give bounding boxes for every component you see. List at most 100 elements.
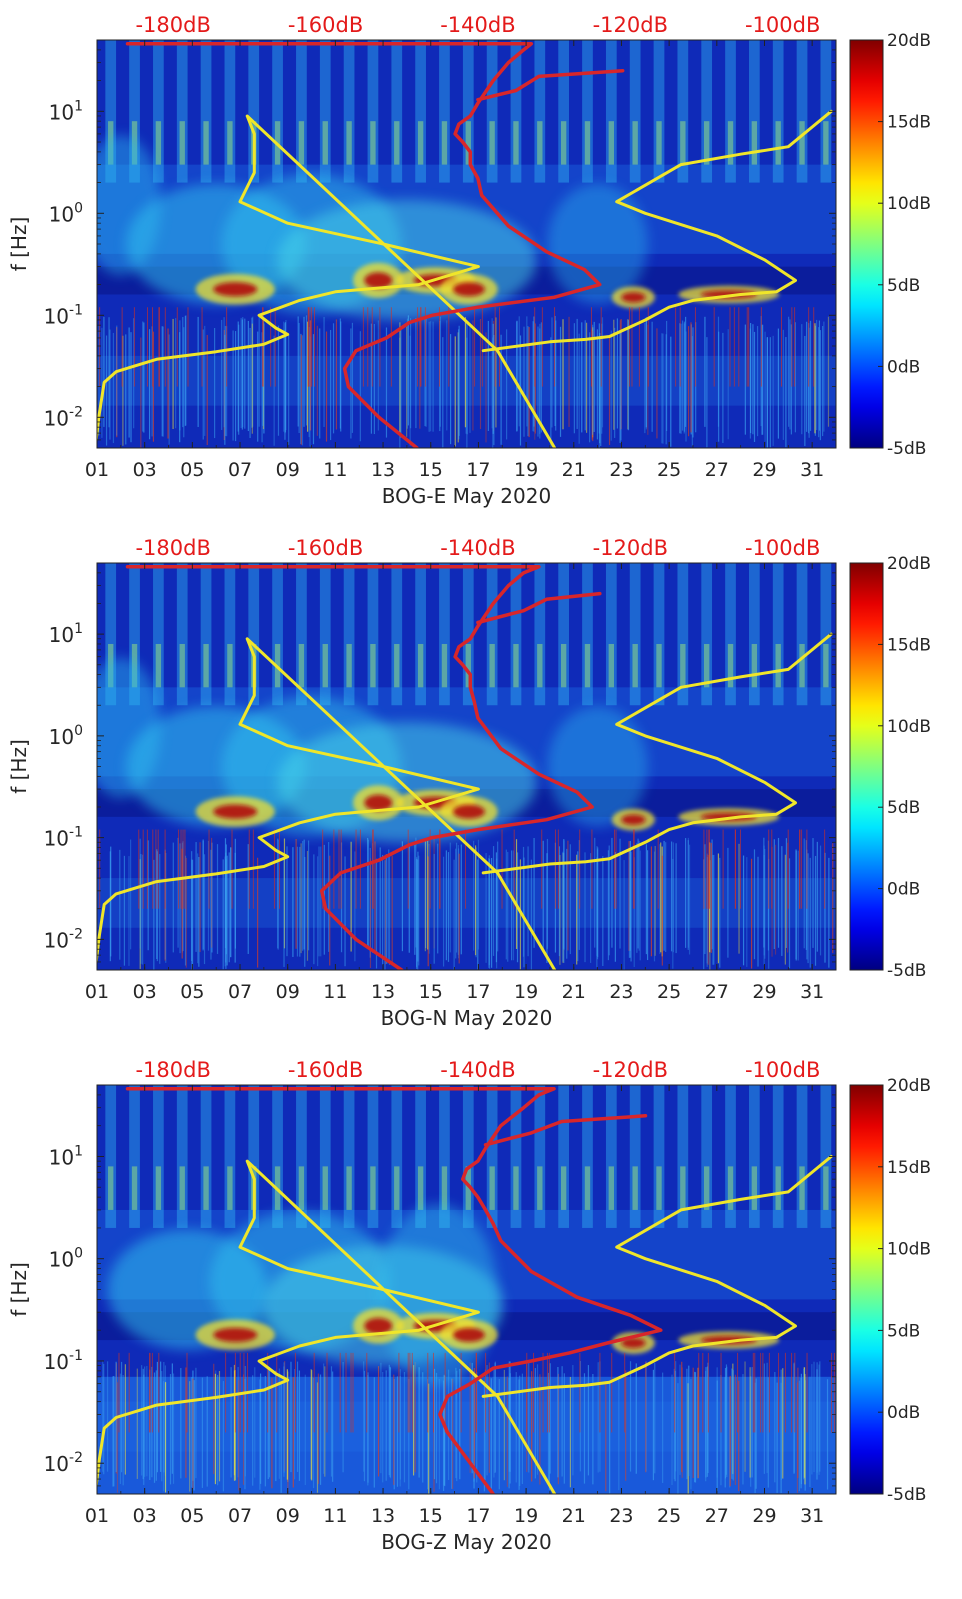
y-axis-label: f [Hz] (7, 1262, 31, 1317)
x-tick-label: 29 (752, 981, 776, 1003)
y-tick-label: 10-1 (44, 1348, 83, 1374)
x-tick-label: 21 (562, 1505, 586, 1527)
top-db-tick-label: -140dB (440, 1058, 515, 1082)
colorbar-label: 5dB (887, 1321, 920, 1341)
x-tick-label: 11 (323, 459, 347, 481)
y-tick-label: 10-1 (44, 302, 83, 328)
x-tick-label: 13 (371, 1505, 395, 1527)
x-tick-label: 23 (609, 981, 633, 1003)
colorbar (849, 39, 884, 449)
x-tick-label: 31 (800, 981, 824, 1003)
x-tick-label: 09 (276, 1505, 300, 1527)
series-line-1 (97, 114, 557, 448)
y-tick-label: 10-2 (44, 404, 83, 430)
spectrogram (97, 40, 836, 448)
series-line-2 (481, 1155, 833, 1398)
top-db-tick-label: -100dB (745, 536, 820, 560)
x-axis-label: BOG-E May 2020 (382, 484, 551, 508)
x-tick-label: 23 (609, 1505, 633, 1527)
x-tick-label: 15 (419, 1505, 443, 1527)
x-tick-label: 07 (228, 1505, 252, 1527)
x-tick-label: 09 (276, 459, 300, 481)
colorbar (849, 562, 884, 971)
series-line-1 (97, 1159, 557, 1494)
x-tick-label: 17 (466, 1505, 490, 1527)
x-tick-label: 29 (752, 1505, 776, 1527)
x-tick-label: 05 (180, 459, 204, 481)
top-db-tick-label: -160dB (288, 13, 363, 37)
x-tick-label: 15 (419, 981, 443, 1003)
top-db-tick-label: -180dB (135, 536, 210, 560)
series-line-2 (481, 109, 833, 353)
x-axis-label: BOG-Z May 2020 (381, 1530, 552, 1554)
panel-2: 01 03 05 07 09 11 13 15 17 19 21 23 25 27 29 31 10-2 10-1… (7, 536, 931, 1030)
colorbar-label: 15dB (887, 1158, 931, 1178)
colorbar-label: -5dB (887, 439, 926, 459)
top-db-tick-label: -160dB (288, 536, 363, 560)
y-tick-label: 101 (49, 621, 83, 647)
x-tick-label: 25 (657, 1505, 681, 1527)
colorbar-label: 10dB (887, 194, 931, 214)
x-tick-label: 07 (228, 981, 252, 1003)
colorbar-label: -5dB (887, 1485, 926, 1505)
series-line-3 (125, 564, 594, 970)
top-db-tick-label: -180dB (135, 13, 210, 37)
y-tick-label: 100 (49, 723, 83, 749)
top-db-tick-label: -120dB (593, 13, 668, 37)
y-tick-label: 10-2 (44, 1450, 83, 1476)
x-tick-label: 23 (609, 459, 633, 481)
top-db-tick-label: -100dB (745, 13, 820, 37)
colorbar-label: 20dB (887, 31, 931, 51)
panel-3: 01 03 05 07 09 11 13 15 17 19 21 23 25 27 29 31 10-2 10-1… (7, 1058, 931, 1554)
x-tick-label: 03 (133, 459, 157, 481)
x-tick-label: 21 (562, 459, 586, 481)
spectrogram (97, 1085, 836, 1494)
top-db-tick-label: -100dB (745, 1058, 820, 1082)
x-tick-label: 15 (419, 459, 443, 481)
colorbar-label: 5dB (887, 276, 920, 296)
y-axis-label: f [Hz] (7, 739, 31, 794)
colorbar-label: 20dB (887, 554, 931, 574)
x-tick-label: 27 (705, 1505, 729, 1527)
series-line-1 (97, 637, 557, 970)
x-tick-label: 31 (800, 1505, 824, 1527)
series-line-3 (125, 41, 602, 448)
x-tick-label: 19 (514, 1505, 538, 1527)
x-tick-label: 13 (371, 459, 395, 481)
series-line-4 (476, 591, 602, 625)
x-tick-label: 21 (562, 981, 586, 1003)
x-tick-label: 11 (323, 1505, 347, 1527)
x-axis-label: BOG-N May 2020 (381, 1006, 553, 1030)
y-tick-label: 100 (49, 200, 83, 226)
colorbar-label: 10dB (887, 1240, 931, 1260)
x-tick-label: 25 (657, 981, 681, 1003)
y-axis-label: f [Hz] (7, 217, 31, 272)
colorbar-label: 15dB (887, 635, 931, 655)
x-tick-label: 01 (85, 459, 109, 481)
colorbar-label: 0dB (887, 880, 920, 900)
top-db-tick-label: -140dB (440, 13, 515, 37)
colorbar-label: 0dB (887, 1403, 920, 1423)
colorbar (849, 1084, 884, 1495)
x-tick-label: 27 (705, 981, 729, 1003)
x-tick-label: 09 (276, 981, 300, 1003)
x-tick-label: 19 (514, 981, 538, 1003)
x-tick-label: 01 (85, 1505, 109, 1527)
x-tick-label: 29 (752, 459, 776, 481)
x-tick-label: 05 (180, 1505, 204, 1527)
series-line-4 (476, 68, 625, 102)
y-tick-label: 10-1 (44, 825, 83, 851)
x-tick-label: 17 (466, 459, 490, 481)
colorbar-label: 5dB (887, 798, 920, 818)
x-tick-label: 17 (466, 981, 490, 1003)
x-tick-label: 13 (371, 981, 395, 1003)
x-tick-label: 03 (133, 981, 157, 1003)
top-db-tick-label: -180dB (135, 1058, 210, 1082)
x-tick-label: 03 (133, 1505, 157, 1527)
top-db-tick-label: -120dB (593, 536, 668, 560)
series-line-3 (125, 1086, 663, 1494)
top-db-tick-label: -160dB (288, 1058, 363, 1082)
colorbar-label: -5dB (887, 961, 926, 981)
x-tick-label: 07 (228, 459, 252, 481)
